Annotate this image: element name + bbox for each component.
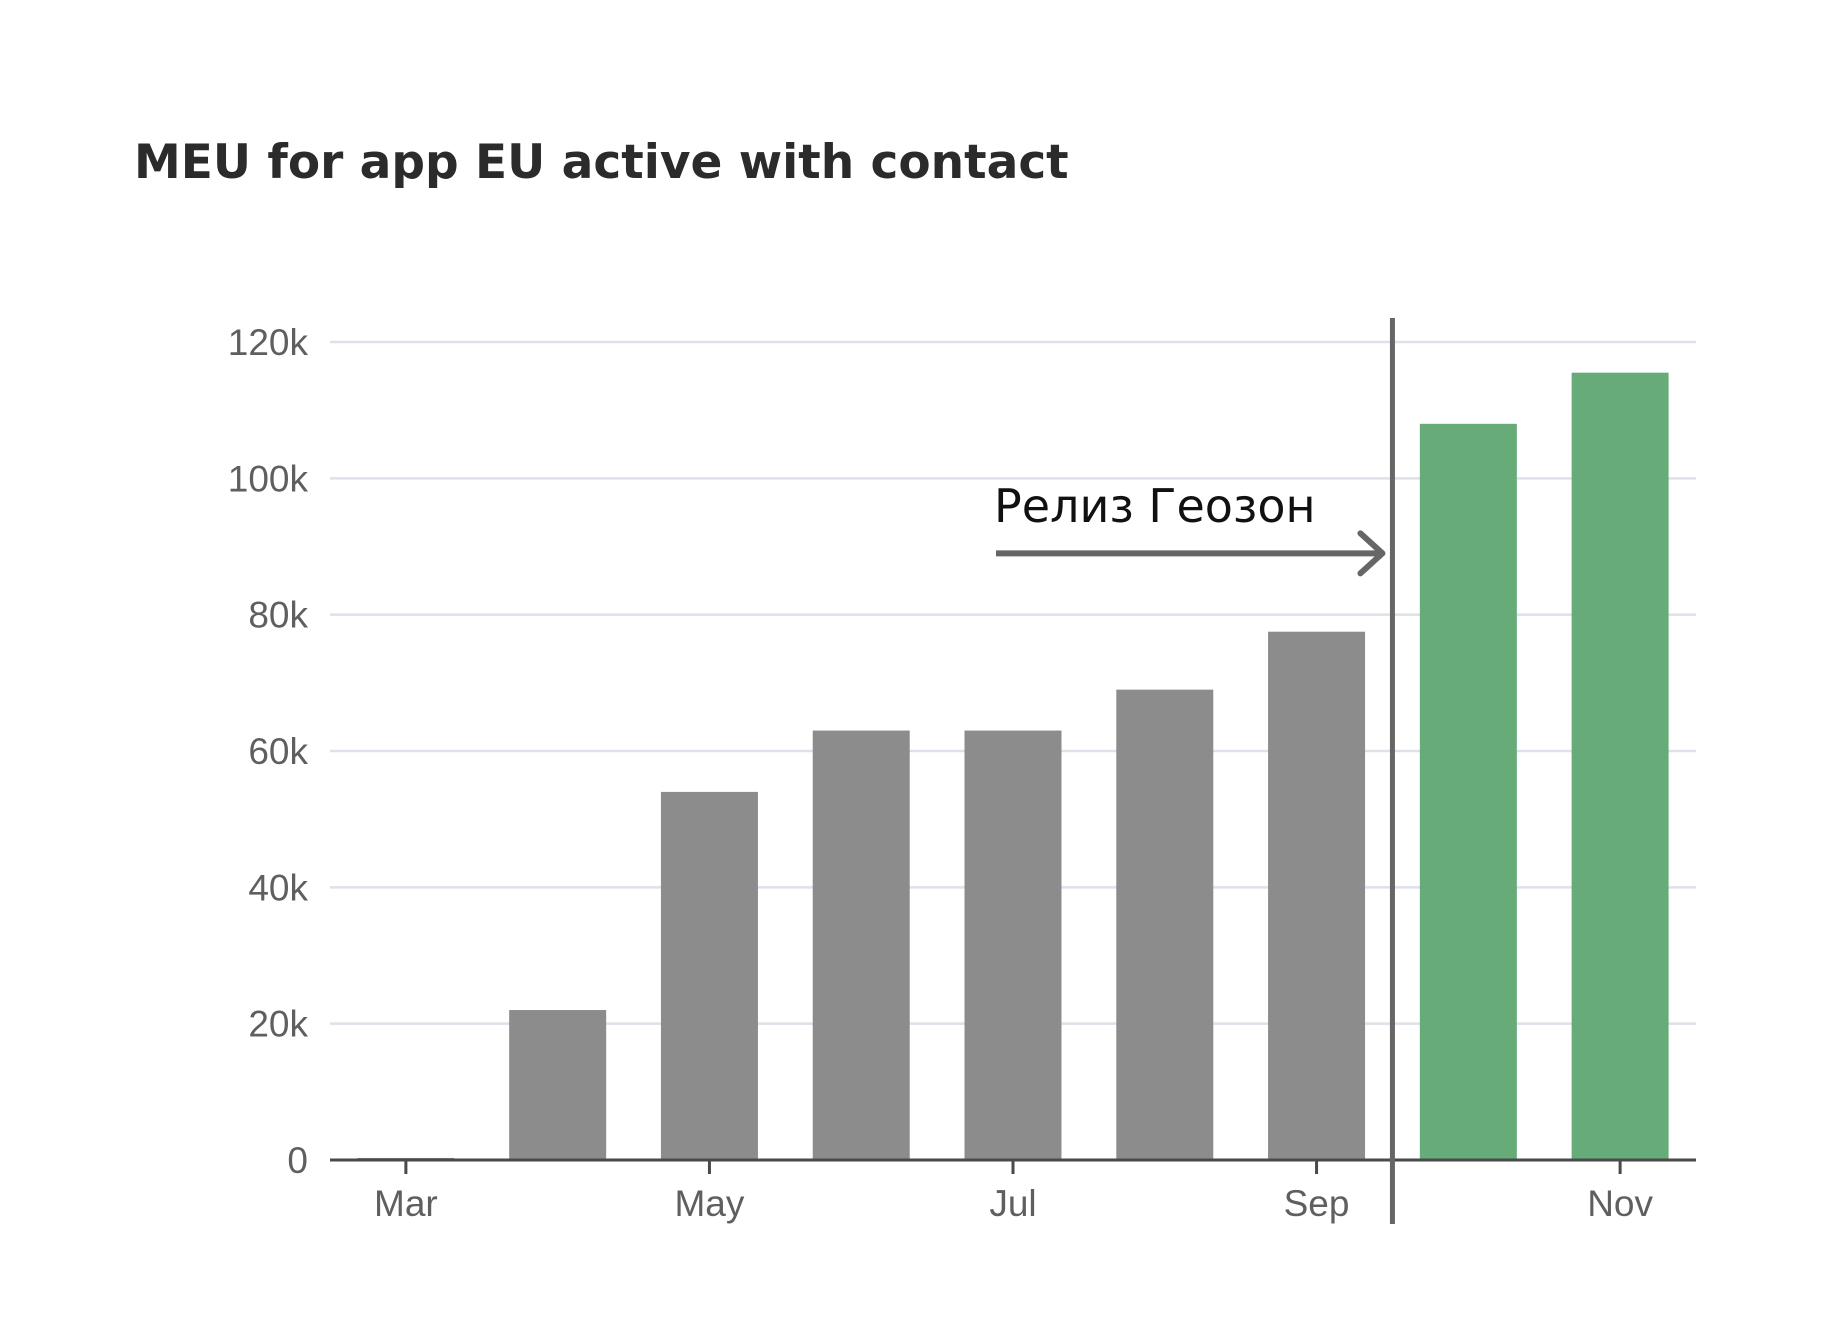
x-axis-ticks: Mar May Jul Sep Nov (374, 1160, 1654, 1224)
bars (357, 372, 1669, 1160)
y-tick-label: 80k (248, 595, 308, 636)
x-tick-label: May (674, 1183, 744, 1224)
x-tick-label: Nov (1587, 1183, 1653, 1224)
y-tick-label: 0 (287, 1140, 308, 1181)
y-tick-label: 20k (248, 1004, 308, 1045)
bar (964, 730, 1062, 1160)
bar (509, 1010, 607, 1160)
y-tick-label: 100k (228, 458, 309, 499)
release-annotation: Релиз Геозон (994, 318, 1395, 1224)
bar (812, 730, 910, 1160)
bar (1419, 423, 1517, 1160)
x-tick-label: Sep (1284, 1183, 1350, 1224)
y-tick-label: 120k (228, 322, 309, 363)
bar (1571, 372, 1669, 1160)
release-annotation-label: Релиз Геозон (994, 479, 1316, 533)
chart-title: MEU for app EU active with contact (134, 135, 1069, 190)
bar (660, 791, 758, 1160)
release-arrow-head (1357, 530, 1386, 577)
y-tick-label: 40k (248, 867, 308, 908)
x-tick-label: Mar (374, 1183, 438, 1224)
x-tick-label: Jul (989, 1183, 1036, 1224)
y-tick-label: 60k (248, 731, 308, 772)
bar (1116, 689, 1214, 1160)
y-axis-ticks: 0 20k 40k 60k 80k 100k 120k (228, 322, 309, 1181)
bar (1268, 631, 1366, 1160)
